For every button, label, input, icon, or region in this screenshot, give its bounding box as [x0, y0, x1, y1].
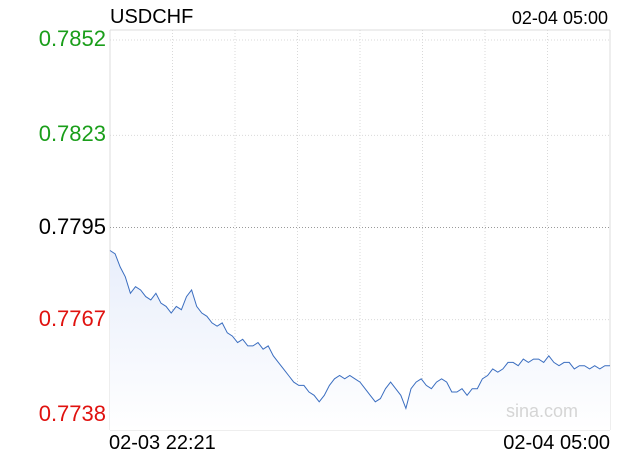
price-area-fill: [110, 250, 610, 430]
y-tick-label: 0.7852: [38, 26, 106, 51]
y-tick-label: 0.7823: [38, 121, 106, 147]
y-tick-label: 0.7738: [38, 401, 106, 426]
x-axis-end-label: 02-04 05:00: [503, 432, 610, 454]
y-tick-label: 0.7795: [38, 213, 106, 239]
chart-timestamp: 02-04 05:00: [511, 8, 608, 28]
chart-title: USDCHF: [110, 6, 194, 28]
price-line: [109, 250, 610, 411]
y-tick-label: 0.7767: [38, 305, 106, 331]
watermark-text: sina.com: [506, 401, 579, 421]
x-axis-start-label: 02-03 22:21: [109, 432, 216, 454]
